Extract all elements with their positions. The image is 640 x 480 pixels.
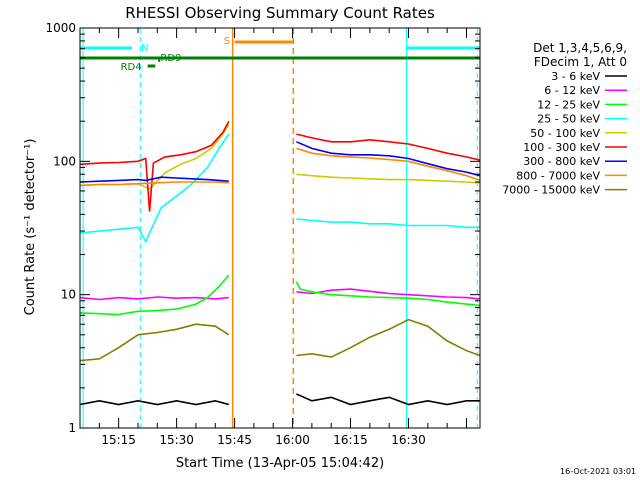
- series-line: [79, 323, 230, 362]
- series-3: [79, 274, 481, 316]
- legend-entry-label: 25 - 50 keV: [537, 113, 600, 126]
- series-line: [296, 288, 481, 300]
- series-layer: [79, 120, 481, 406]
- flag-label-rd9: RD9: [160, 53, 181, 64]
- series-line: [296, 147, 481, 182]
- series-line: [79, 176, 229, 183]
- x-tick-label: 16:30: [391, 433, 426, 447]
- legend: Det 1,3,4,5,6,9, FDecim 1, Att 0 3 - 6 k…: [502, 41, 627, 197]
- series-1: [79, 393, 480, 406]
- series-9: [79, 318, 481, 362]
- x-tick-label: 15:45: [217, 433, 252, 447]
- series-6: [79, 120, 481, 212]
- series-4: [79, 133, 480, 244]
- series-7: [79, 141, 481, 183]
- series-line: [79, 399, 230, 406]
- series-line: [296, 318, 481, 358]
- series-2: [79, 288, 481, 301]
- series-line: [296, 133, 481, 161]
- series-line: [79, 133, 230, 244]
- y-tick-label: 1000: [45, 21, 76, 35]
- series-8: [79, 147, 481, 187]
- series-line: [296, 173, 481, 184]
- y-tick-label: 100: [53, 154, 76, 168]
- series-line: [296, 393, 480, 406]
- timestamp: 16-Oct-2021 03:01: [560, 467, 636, 476]
- legend-header-2: FDecim 1, Att 0: [534, 55, 627, 69]
- series-line: [79, 296, 229, 301]
- x-tick-label: 16:00: [275, 433, 310, 447]
- flag-label-s: S: [224, 36, 230, 47]
- x-tick-label: 16:15: [333, 433, 368, 447]
- legend-entry-label: 100 - 300 keV: [523, 141, 600, 154]
- series-line: [296, 141, 481, 177]
- legend-header-1: Det 1,3,4,5,6,9,: [533, 41, 627, 55]
- x-tick-label: 15:15: [101, 433, 136, 447]
- chart-title: RHESSI Observing Summary Count Rates: [125, 4, 435, 22]
- series-line: [295, 281, 481, 307]
- axes-layer: 1 10 100 1000 15:15 15:30 15:45 16:00 16:15 16:30: [45, 21, 480, 447]
- series-line: [79, 181, 229, 187]
- y-tick-label: 1: [68, 421, 76, 435]
- y-tick-label: 10: [61, 288, 76, 302]
- legend-entry-label: 300 - 800 keV: [523, 155, 600, 168]
- legend-entry-label: 3 - 6 keV: [551, 70, 600, 83]
- flag-label-rd4: RD4: [121, 62, 142, 73]
- legend-entry-label: 50 - 100 keV: [530, 127, 600, 140]
- plot-frame: [79, 27, 481, 429]
- legend-entry-label: 800 - 7000 keV: [516, 169, 600, 182]
- legend-entry-label: 6 - 12 keV: [544, 84, 600, 97]
- series-line: [296, 218, 480, 229]
- x-axis-label: Start Time (13-Apr-05 15:04:42): [176, 456, 384, 471]
- legend-entry-label: 12 - 25 keV: [537, 98, 600, 111]
- flag-label-n: N: [141, 43, 148, 54]
- legend-entry-label: 7000 - 15000 keV: [502, 184, 600, 197]
- flag-layer: N S RD9 RD4: [80, 28, 480, 428]
- plot-border: [79, 27, 481, 429]
- y-axis-label: Count Rate (s⁻¹ detector⁻¹): [23, 139, 38, 316]
- series-line: [79, 274, 230, 316]
- series-line: [79, 120, 230, 212]
- x-tick-label: 15:30: [159, 433, 194, 447]
